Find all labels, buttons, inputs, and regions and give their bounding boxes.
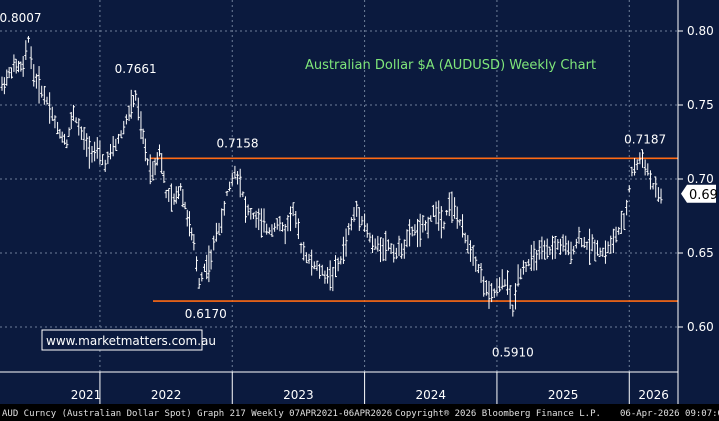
footer-left: AUD Curncy (Australian Dollar Spot) Grap… bbox=[2, 409, 392, 419]
footer-bar bbox=[0, 404, 719, 421]
chart-title: Australian Dollar $A (AUDUSD) Weekly Cha… bbox=[305, 58, 596, 73]
last-price-tag-shape bbox=[681, 184, 716, 203]
x-tick-label: 2021 bbox=[71, 388, 102, 402]
annotations-layer: 0.8007 0.7661 0.7158 0.6170 0.5910 0.7187 bbox=[0, 11, 666, 359]
y-tick-label: 0.60 bbox=[687, 320, 714, 334]
last-price-label: 0.69 bbox=[689, 188, 718, 203]
price-annotation: 0.8007 bbox=[0, 11, 42, 25]
grid-layer bbox=[0, 0, 678, 372]
x-tick-label: 2023 bbox=[283, 388, 314, 402]
price-annotation: 0.6170 bbox=[185, 307, 227, 321]
y-tick-label: 0.80 bbox=[687, 24, 714, 38]
y-tick-label: 0.65 bbox=[687, 246, 714, 260]
x-tick-label: 2026 bbox=[638, 388, 669, 402]
price-annotation: 0.7187 bbox=[624, 132, 666, 146]
last-price-tag: 0.69 bbox=[681, 184, 718, 203]
price-annotation: 0.7158 bbox=[217, 137, 259, 151]
axis-layer: 0.60 0.65 0.70 0.75 0.80 2021 2022 2023 2024 2025… bbox=[0, 0, 718, 404]
x-tick-label: 2022 bbox=[151, 388, 182, 402]
price-annotation: 0.5910 bbox=[492, 345, 534, 359]
x-tick-label: 2025 bbox=[548, 388, 579, 402]
x-tick-label: 2024 bbox=[415, 388, 446, 402]
price-bars-layer bbox=[0, 35, 663, 317]
price-annotation: 0.7661 bbox=[115, 62, 157, 76]
watermark-box[interactable]: www.marketmatters.com.au bbox=[41, 329, 216, 351]
horizontal-lines-layer bbox=[150, 157, 678, 302]
footer-right: 06-Apr-2026 09:07:07 bbox=[620, 409, 719, 419]
y-tick-label: 0.75 bbox=[687, 98, 714, 112]
footer-center: Copyright® 2026 Bloomberg Finance L.P. bbox=[395, 409, 601, 419]
watermark-link[interactable]: www.marketmatters.com.au bbox=[46, 334, 216, 348]
y-tick-label: 0.70 bbox=[687, 172, 714, 186]
